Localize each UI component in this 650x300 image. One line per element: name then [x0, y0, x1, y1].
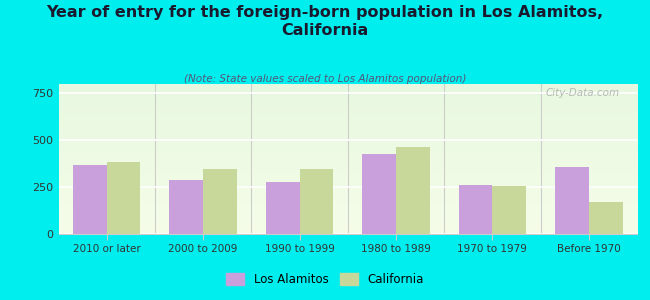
Bar: [459, 185, 493, 234]
Bar: [300, 169, 333, 234]
Bar: [589, 202, 623, 234]
Text: (Note: State values scaled to Los Alamitos population): (Note: State values scaled to Los Alamit…: [184, 74, 466, 83]
Bar: [396, 147, 430, 234]
Bar: [362, 154, 396, 234]
Bar: [493, 186, 526, 234]
Text: City-Data.com: City-Data.com: [545, 88, 619, 98]
Bar: [555, 167, 589, 234]
Legend: Los Alamitos, California: Los Alamitos, California: [222, 268, 428, 291]
Bar: [107, 162, 140, 234]
Bar: [266, 182, 300, 234]
Bar: [73, 165, 107, 234]
Bar: [203, 169, 237, 234]
Bar: [170, 180, 203, 234]
Text: Year of entry for the foreign-born population in Los Alamitos,
California: Year of entry for the foreign-born popul…: [46, 4, 604, 38]
